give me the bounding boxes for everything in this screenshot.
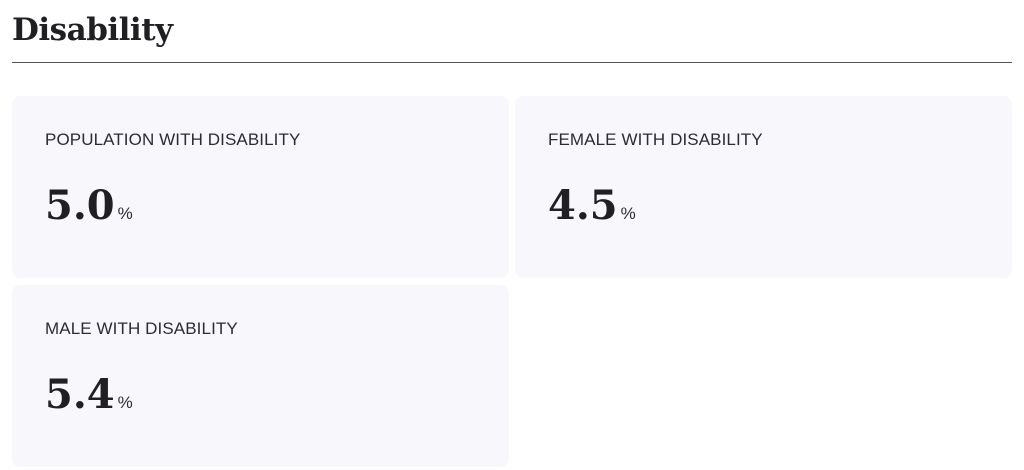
section-title: Disability [12,12,173,48]
stat-label: POPULATION WITH DISABILITY [45,130,301,149]
stat: 4.5% [548,182,636,229]
stat-label: MALE WITH DISABILITY [45,319,238,338]
stat-value: 5.0 [45,182,115,229]
stat-unit: % [620,204,636,223]
stat-value: 4.5 [548,182,618,229]
stat-card: FEMALE WITH DISABILITY 4.5% [515,96,1012,278]
stat-value: 5.4 [45,371,115,418]
stat-label: FEMALE WITH DISABILITY [548,130,763,149]
stat: 5.4% [45,371,133,418]
stat-unit: % [117,393,133,412]
stat-unit: % [117,204,133,223]
stat-card: MALE WITH DISABILITY 5.4% [12,285,509,467]
divider [12,62,1012,63]
stat-card: POPULATION WITH DISABILITY 5.0% [12,96,509,278]
stat: 5.0% [45,182,133,229]
